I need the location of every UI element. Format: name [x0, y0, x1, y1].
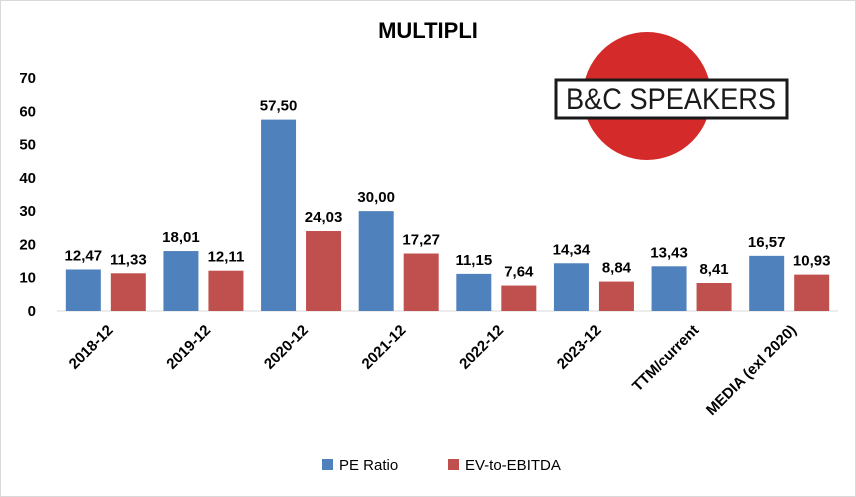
bar-ev-to-ebitda	[208, 270, 244, 311]
x-category-label: TTM/current	[629, 322, 702, 395]
y-tick-label: 20	[19, 236, 36, 253]
data-label: 10,93	[793, 253, 831, 270]
data-label: 12,47	[65, 247, 103, 264]
legend-swatch	[448, 459, 459, 470]
legend-swatch	[322, 459, 333, 470]
data-label: 24,03	[305, 209, 343, 226]
bar-pe-ratio	[456, 273, 492, 311]
bar-ev-to-ebitda	[696, 283, 732, 311]
data-label: 8,41	[699, 261, 728, 278]
bar-ev-to-ebitda	[403, 253, 439, 311]
chart-title: MULTIPLI	[378, 18, 478, 43]
logo-box	[554, 78, 789, 120]
legend-label: EV-to-EBITDA	[465, 457, 561, 474]
x-category-label: 2020-12	[261, 322, 312, 373]
x-category-label: 2021-12	[359, 322, 410, 373]
y-tick-label: 60	[19, 103, 36, 120]
y-tick-label: 40	[19, 170, 36, 187]
data-label: 8,84	[602, 260, 632, 277]
data-label: 11,15	[455, 252, 492, 269]
data-label: 57,50	[260, 98, 298, 115]
logo-text: B&C SPEAKERS	[566, 83, 776, 116]
data-label: 30,00	[357, 189, 395, 206]
data-label: 18,01	[162, 229, 200, 246]
data-label: 7,64	[504, 264, 534, 281]
bar-pe-ratio	[651, 266, 687, 311]
bar-ev-to-ebitda	[598, 281, 634, 311]
legend-label: PE Ratio	[339, 457, 398, 474]
x-category-label: MEDIA (exl 2020)	[703, 322, 800, 419]
y-tick-label: 0	[28, 303, 36, 320]
bar-pe-ratio	[65, 269, 101, 311]
data-label: 14,34	[553, 241, 591, 258]
bar-pe-ratio	[553, 263, 589, 311]
bar-pe-ratio	[749, 255, 785, 311]
data-label: 11,33	[110, 251, 147, 268]
x-category-label: 2022-12	[456, 322, 507, 373]
x-category-label: 2018-12	[66, 322, 117, 373]
y-tick-label: 50	[19, 137, 36, 154]
bar-ev-to-ebitda	[794, 274, 830, 311]
bar-pe-ratio	[358, 211, 394, 311]
y-tick-label: 70	[19, 70, 36, 87]
data-label: 13,43	[650, 244, 688, 261]
bar-pe-ratio	[163, 251, 199, 311]
bar-pe-ratio	[261, 119, 297, 311]
x-category-label: 2019-12	[163, 322, 214, 373]
bar-ev-to-ebitda	[306, 231, 342, 311]
bar-ev-to-ebitda	[110, 273, 146, 311]
x-category-label: 2023-12	[554, 322, 605, 373]
y-tick-label: 10	[19, 270, 36, 287]
bar-ev-to-ebitda	[501, 285, 537, 311]
y-tick-label: 30	[19, 203, 36, 220]
data-label: 12,11	[208, 249, 245, 266]
bc-speakers-logo: B&C SPEAKERS	[554, 32, 789, 160]
data-label: 17,27	[402, 232, 440, 249]
data-label: 16,57	[748, 234, 786, 251]
